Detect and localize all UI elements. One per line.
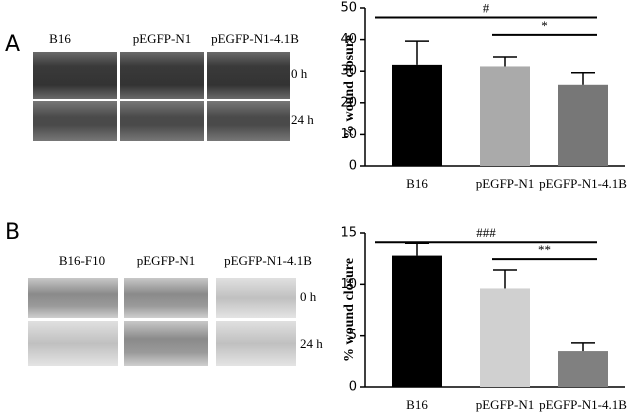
y-tick-label: 0: [349, 380, 357, 395]
bar: [558, 351, 608, 387]
x-tick-label: pEGFP-N1-4.1B: [539, 176, 627, 191]
micrograph: [28, 278, 118, 318]
column-label: pEGFP-N1-4.1B: [224, 253, 312, 268]
y-tick-label: 15: [340, 226, 357, 241]
y-tick-label: 50: [340, 1, 357, 16]
micrograph: [207, 52, 290, 99]
column-label: pEGFP-N1: [133, 31, 192, 46]
column-label: B16: [49, 31, 71, 46]
column-label: pEGFP-N1: [137, 253, 196, 268]
micrograph: [33, 101, 117, 141]
column-label: pEGFP-N1-4.1B: [211, 31, 299, 46]
x-tick-label: pEGFP-N1: [476, 397, 535, 412]
y-tick-label: 10: [340, 127, 357, 142]
significance-label: #: [483, 0, 490, 15]
x-tick-label: B16: [406, 176, 428, 191]
micrograph: [124, 321, 208, 366]
row-label: 24 h: [300, 336, 323, 351]
y-tick-label: 0: [349, 159, 357, 174]
micrograph: [120, 101, 204, 141]
bar: [392, 255, 442, 387]
y-tick-label: 20: [340, 95, 357, 110]
row-label: 24 h: [291, 112, 314, 127]
y-tick-label: 30: [340, 64, 357, 79]
panel-label: B: [5, 220, 20, 245]
bar: [392, 64, 442, 166]
y-tick-label: 10: [340, 277, 357, 292]
significance-label: *: [541, 18, 548, 33]
micrograph: [207, 101, 290, 141]
micrograph: [216, 321, 296, 366]
micrograph: [33, 52, 117, 99]
panel-label: A: [5, 32, 20, 57]
row-label: 0 h: [300, 289, 317, 304]
y-axis-label: % wound closure: [342, 35, 357, 139]
x-tick-label: B16: [406, 397, 428, 412]
y-axis-label: % wound closure: [342, 258, 357, 362]
column-label: B16-F10: [59, 253, 105, 268]
x-tick-label: pEGFP-N1: [476, 176, 535, 191]
micrograph: [124, 278, 208, 318]
x-tick-label: pEGFP-N1-4.1B: [539, 397, 627, 412]
micrograph: [216, 278, 296, 318]
y-tick-label: 40: [340, 32, 357, 47]
bar: [480, 66, 530, 166]
row-label: 0 h: [291, 66, 308, 81]
micrographs: [28, 52, 296, 366]
micrograph: [120, 52, 204, 99]
micrograph: [28, 321, 118, 366]
y-tick-label: 5: [349, 328, 357, 343]
significance-label: **: [538, 242, 551, 257]
bar: [480, 288, 530, 387]
significance-label: ###: [476, 225, 496, 240]
bar: [558, 84, 608, 166]
